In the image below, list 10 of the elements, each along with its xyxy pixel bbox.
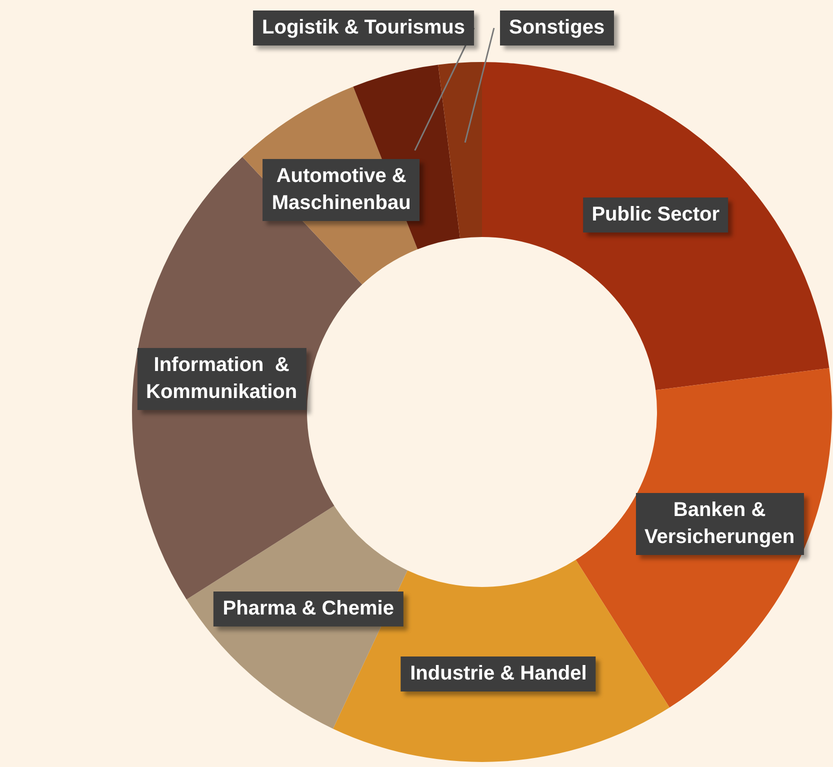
slice-label: Information & Kommunikation [137,348,306,410]
slice-label: Logistik & Tourismus [253,10,474,46]
slice-label: Automotive & Maschinenbau [262,159,420,222]
slice-label: Public Sector [582,198,728,233]
donut-slice [482,62,830,390]
slice-label: Sonstiges [500,10,614,46]
slice-label: Industrie & Handel [401,656,596,692]
slice-label: Pharma & Chemie [214,591,403,626]
donut-slice [438,62,482,238]
slice-label: Banken & Versicherungen [635,492,804,555]
